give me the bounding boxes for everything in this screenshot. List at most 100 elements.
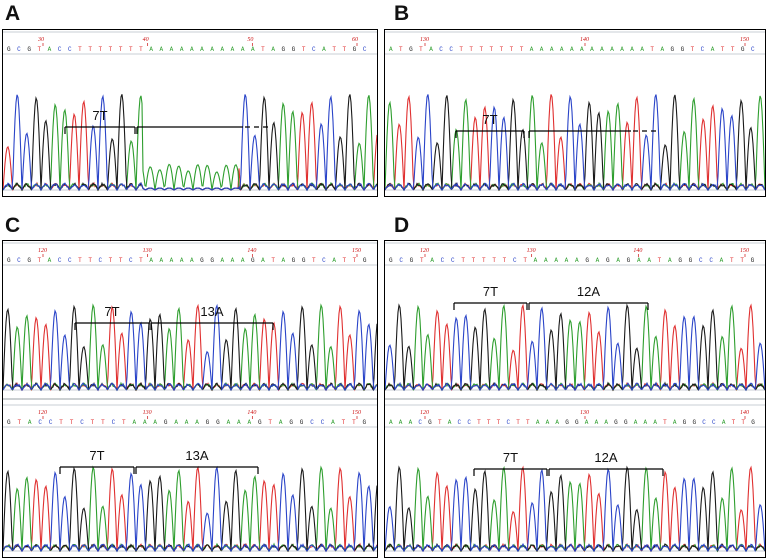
base-call: C (418, 419, 422, 426)
base-call: G (363, 257, 367, 264)
position-label: 130 (143, 248, 152, 254)
base-call: G (627, 257, 631, 264)
base-call: T (492, 257, 496, 264)
base-call: T (59, 419, 63, 426)
base-call: G (200, 257, 204, 264)
base-call: A (668, 257, 672, 264)
base-call: A (620, 46, 624, 53)
base-call: G (585, 257, 589, 264)
base-call: C (80, 419, 84, 426)
base-call: G (300, 419, 304, 426)
base-call: T (469, 46, 473, 53)
base-call: G (751, 257, 755, 264)
base-call: T (482, 257, 486, 264)
base-call: T (523, 257, 527, 264)
base-call: A (544, 257, 548, 264)
base-call: T (663, 419, 667, 426)
base-call: G (614, 419, 618, 426)
chromatogram-panel-a: G C G T A C C T T T T T T T A A A A A A A A A A A T A G G T C A T T G C 30 40… (2, 29, 378, 197)
position-label: 150 (352, 248, 361, 254)
base-call: G (251, 257, 255, 264)
base-call: A (237, 419, 241, 426)
trace-c (3, 465, 377, 553)
base-call: T (520, 46, 524, 53)
base-call: A (279, 419, 283, 426)
base-call: C (458, 419, 462, 426)
chromatogram-track: A A A C G T A C C T T T C T T A A A G G A A A G G A A A T A G G C C A T T G12… (385, 404, 765, 553)
base-call: T (342, 419, 346, 426)
base-call: A (170, 257, 174, 264)
base-call: A (722, 419, 726, 426)
base-call: C (68, 46, 72, 53)
base-call: T (70, 419, 74, 426)
annotation-label: 13A (200, 304, 223, 319)
base-call: A (653, 419, 657, 426)
base-call: C (709, 257, 713, 264)
base-call: A (389, 46, 393, 53)
base-call: A (200, 46, 204, 53)
base-call: A (190, 46, 194, 53)
base-call: T (497, 419, 501, 426)
base-call: A (409, 419, 413, 426)
trace-c (3, 94, 377, 192)
base-call: A (660, 46, 664, 53)
position-label: 30 (37, 37, 44, 43)
base-call: T (730, 257, 734, 264)
base-call: A (389, 419, 393, 426)
trace-c (385, 305, 765, 392)
base-call: A (48, 257, 52, 264)
base-call: A (149, 46, 153, 53)
base-call: C (129, 257, 133, 264)
base-call: A (28, 419, 32, 426)
base-call: T (91, 419, 95, 426)
base-call: A (596, 257, 600, 264)
base-call: A (132, 419, 136, 426)
base-call: A (48, 46, 52, 53)
annotation-label: 7T (89, 448, 104, 463)
base-call: T (420, 257, 424, 264)
base-call: A (248, 419, 252, 426)
position-label: 140 (633, 247, 642, 254)
base-call: C (513, 257, 517, 264)
base-call: G (606, 257, 610, 264)
base-call: A (554, 257, 558, 264)
base-call: A (160, 46, 164, 53)
position-label: 60 (352, 37, 358, 43)
base-call: A (546, 419, 550, 426)
base-call: A (536, 419, 540, 426)
base-call: G (292, 46, 296, 53)
annotation-label: 12A (577, 284, 600, 299)
base-call: T (461, 257, 465, 264)
annotation-label: 7T (92, 108, 107, 123)
base-call: A (630, 46, 634, 53)
base-call: G (410, 257, 414, 264)
base-call: T (740, 257, 744, 264)
base-call: A (555, 419, 559, 426)
position-label: 130 (527, 248, 536, 254)
base-call: A (143, 419, 147, 426)
base-call: C (363, 46, 367, 53)
base-call: G (689, 257, 693, 264)
base-call: A (540, 46, 544, 53)
base-call: G (27, 46, 31, 53)
base-call: T (399, 46, 403, 53)
base-call: G (7, 419, 11, 426)
chromatogram-panel-b: A T G T A C C T T T T T T T A A A A A A A A A A A A T A G G T C A T T G C 130… (384, 29, 766, 197)
chromatogram-track: G C G T A C C T T T T T T T A A A A A A A A A A A T A G G T C A T T G C30 40… (3, 31, 377, 192)
base-call: A (595, 419, 599, 426)
base-call: T (526, 419, 530, 426)
base-call: C (310, 419, 314, 426)
trace-c (3, 303, 377, 392)
base-call: C (49, 419, 53, 426)
base-call: A (231, 46, 235, 53)
base-call: A (210, 46, 214, 53)
base-call: G (683, 419, 687, 426)
base-call: C (399, 257, 403, 264)
base-call: G (741, 46, 745, 53)
base-call: C (451, 257, 455, 264)
base-call: A (153, 419, 157, 426)
base-call: G (624, 419, 628, 426)
base-call: A (180, 257, 184, 264)
base-call: A (673, 419, 677, 426)
